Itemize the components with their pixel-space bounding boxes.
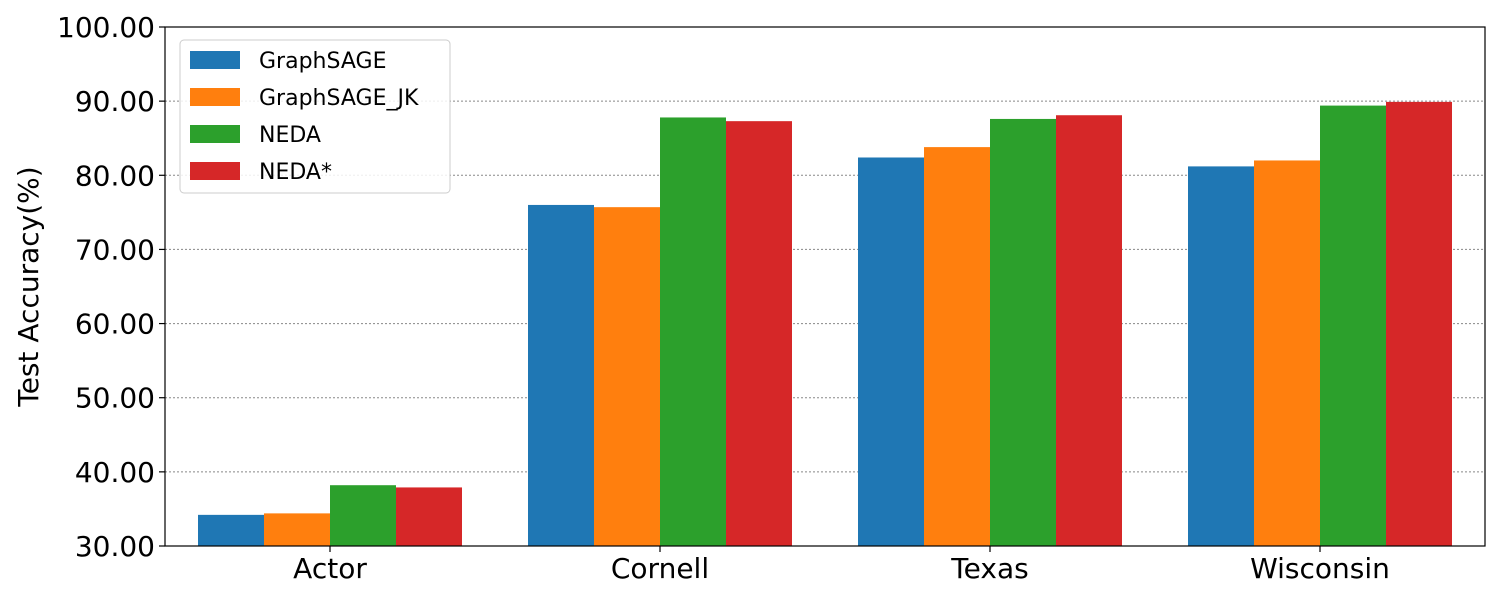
bar-neda-actor <box>330 485 396 546</box>
legend-swatch <box>190 88 240 106</box>
bar-neda--actor <box>396 487 462 546</box>
y-tick-label: 30.00 <box>75 530 155 563</box>
bar-graphsage-texas <box>858 157 924 546</box>
bar-graphsage-jk-wisconsin <box>1254 160 1320 546</box>
bar-neda-cornell <box>660 117 726 546</box>
x-tick-label: Actor <box>293 552 367 585</box>
y-tick-label: 100.00 <box>57 11 155 44</box>
x-tick-label: Wisconsin <box>1250 552 1390 585</box>
bar-graphsage-wisconsin <box>1188 166 1254 547</box>
legend-swatch <box>190 51 240 69</box>
y-tick-label: 40.00 <box>75 456 155 489</box>
y-axis-label: Test Accuracy(%) <box>12 166 45 407</box>
x-tick-label: Cornell <box>611 552 709 585</box>
bars <box>198 101 1452 547</box>
bar-graphsage-jk-texas <box>924 147 990 546</box>
legend: GraphSAGE GraphSAGE_JK NEDA NEDA* <box>179 39 451 194</box>
legend-label: NEDA <box>259 123 321 148</box>
bar-neda--cornell <box>726 121 792 546</box>
bar-neda-texas <box>990 118 1056 547</box>
x-tick-label: Texas <box>950 552 1028 585</box>
y-tick-label: 50.00 <box>75 382 155 415</box>
bar-neda--wisconsin <box>1386 101 1452 547</box>
legend-swatch <box>190 162 240 180</box>
plot-frame <box>164 26 1486 547</box>
bar-graphsage-jk-actor <box>264 513 330 546</box>
bar-graphsage-cornell <box>528 204 594 546</box>
bar-graphsage-actor <box>198 514 264 546</box>
bar-neda-wisconsin <box>1320 105 1386 546</box>
y-tick-label: 80.00 <box>75 159 155 192</box>
y-tick-label: 90.00 <box>75 85 155 118</box>
legend-swatch <box>190 125 240 143</box>
y-axis-ticks: 30.00 40.00 50.00 60.00 70.00 80.00 90.00 100.0… <box>57 11 165 563</box>
legend-label: NEDA* <box>259 160 332 185</box>
x-axis-ticks: Actor Cornell Texas Wisconsin <box>293 546 1390 585</box>
y-tick-label: 60.00 <box>75 308 155 341</box>
legend-label: GraphSAGE_JK <box>259 86 419 111</box>
legend-box <box>179 39 451 194</box>
legend-label: GraphSAGE <box>259 49 386 74</box>
bar-neda--texas <box>1056 115 1122 546</box>
y-tick-label: 70.00 <box>75 233 155 266</box>
bar-graphsage-jk-cornell <box>594 207 660 546</box>
